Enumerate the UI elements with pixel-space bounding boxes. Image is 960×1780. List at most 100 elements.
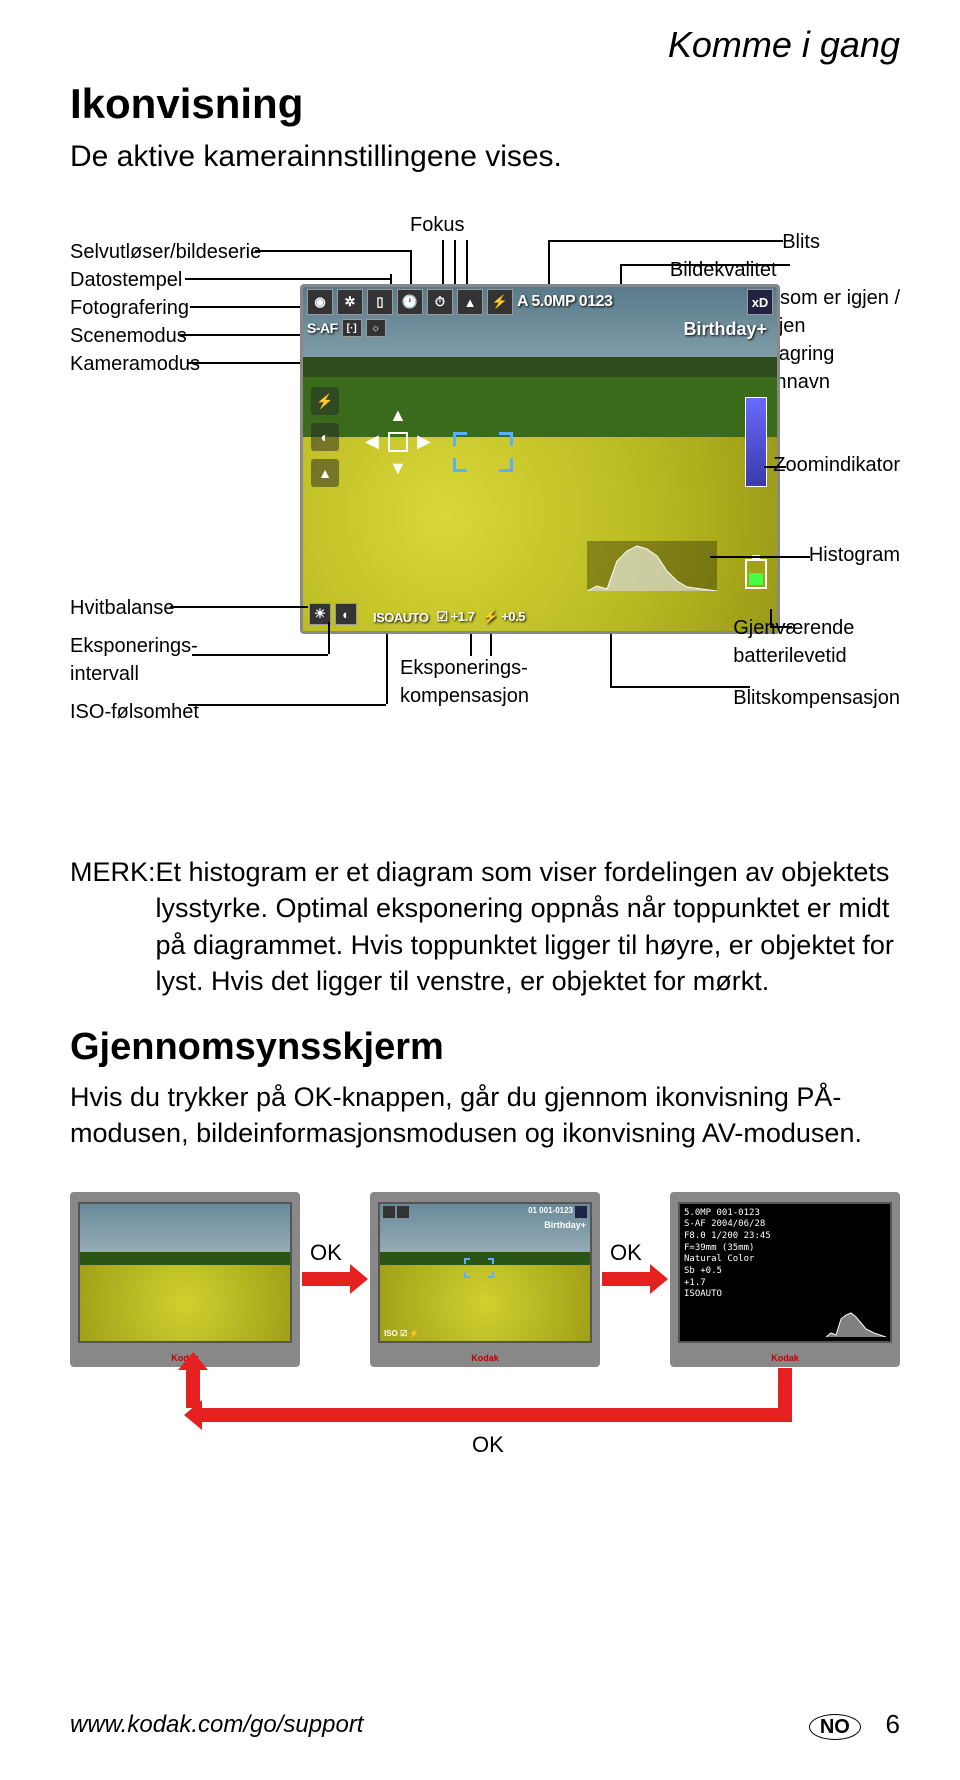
af-target	[453, 432, 513, 472]
section-header: Komme i gang	[668, 24, 900, 66]
album-name: Birthday+	[683, 319, 767, 340]
section-h2: Gjennomsynsskjerm	[70, 1026, 900, 1069]
leader	[192, 654, 328, 656]
bottom-bar: ISOAUTO ☑ +1.7 ⚡ +0.5	[373, 609, 525, 625]
screens-cycle: Kodak 01 001-0123 Birthday+ ISO ☑ ⚡ Koda…	[70, 1192, 900, 1442]
label-flashcomp: Blitskompensasjon	[733, 684, 900, 712]
saf-label: S-AF	[307, 320, 338, 336]
flash-mini-icon: ⚡	[311, 387, 339, 415]
brand-label: Kodak	[670, 1353, 900, 1363]
leader	[185, 278, 390, 280]
page-title: Ikonvisning	[70, 80, 900, 128]
leader	[255, 250, 410, 252]
scene-icon: ✲	[337, 289, 363, 315]
note-text: Et histogram er et diagram som viser for…	[156, 854, 896, 1000]
label-flash: Blits	[670, 228, 900, 256]
leader	[410, 250, 412, 286]
camera-lcd: ◉ ✲ ▯ 🕐 ⏱ ▲ ⚡ A 5.0MP 0123 xD S-AF [·] ☼…	[300, 284, 780, 634]
label-shooting: Fotografering	[70, 294, 261, 322]
leader	[188, 704, 386, 706]
label-exp-interval-a: Eksponerings-	[70, 632, 199, 660]
info-text: 5.0MP 001-0123 S-AF 2004/06/28 F8.0 1/20…	[680, 1204, 890, 1306]
label-datestamp: Datostempel	[70, 266, 261, 294]
date-icon: 🕐	[397, 289, 423, 315]
red-loop-up	[186, 1368, 200, 1408]
leader	[386, 634, 388, 704]
focus-icon: ▲	[457, 289, 483, 315]
red-loop-back	[200, 1408, 792, 1422]
red-arrow-right-1	[302, 1272, 352, 1286]
shot-icon: ▯	[367, 289, 393, 315]
lcd-top-bar: ◉ ✲ ▯ 🕐 ⏱ ▲ ⚡ A 5.0MP 0123 xD	[303, 287, 777, 317]
label-battery-a: Gjenværende	[733, 614, 900, 642]
subtitle: De aktive kamerainnstillingene vises.	[70, 140, 900, 174]
leader	[328, 622, 330, 654]
iso-label: ISOAUTO	[373, 610, 429, 625]
camera-mode-icon: ◉	[307, 289, 333, 315]
leader	[620, 264, 790, 266]
mid-left-icons: ⚡ ◐ ▲	[311, 387, 339, 487]
leader	[442, 240, 444, 286]
histogram-box	[587, 541, 717, 591]
ok-label-2: OK	[610, 1240, 642, 1266]
timer-icon: ⏱	[427, 289, 453, 315]
leader	[610, 634, 612, 686]
ok-label-3: OK	[472, 1432, 504, 1458]
label-zoom: Zoomindikator	[773, 454, 900, 477]
lcd-top-text: A 5.0MP 0123	[517, 293, 612, 311]
leader	[548, 240, 550, 286]
label-right-low: Gjenværende batterilevetid Blitskompensa…	[733, 614, 900, 712]
note-label: MERK:	[70, 854, 148, 890]
label-battery-b: batterilevetid	[733, 642, 900, 670]
leader	[470, 634, 472, 656]
label-whitebalance: Hvitbalanse	[70, 594, 199, 622]
flash-icon: ⚡	[487, 289, 513, 315]
page-footer: www.kodak.com/go/support NO 6	[70, 1709, 900, 1740]
icon-diagram: Selvutløser/bildeserie Datostempel Fotog…	[70, 214, 900, 834]
arrow-pad: ▲ ▼ ◀ ▶	[363, 407, 433, 477]
red-arrowhead-up	[178, 1352, 208, 1370]
leader	[454, 240, 456, 286]
leader	[770, 626, 792, 628]
leader	[170, 606, 308, 608]
metering-icon: ☼	[366, 319, 386, 337]
red-arrow-right-2	[602, 1272, 652, 1286]
battery-icon	[745, 559, 767, 589]
label-scenemode: Scenemodus	[70, 322, 261, 350]
leader	[764, 466, 786, 468]
label-iso: ISO-følsomhet	[70, 698, 199, 726]
exp-int-icon: ◐	[335, 603, 357, 625]
label-exp-comp: Eksponerings- kompensasjon	[400, 654, 529, 710]
section-para: Hvis du trykker på OK-knappen, går du gj…	[70, 1079, 900, 1152]
leader	[466, 240, 468, 286]
leader	[548, 240, 783, 242]
zoom-indicator	[745, 397, 767, 487]
leader	[770, 609, 772, 626]
label-quality: Bildekvalitet	[670, 256, 900, 284]
note-block: MERK: Et histogram er et diagram som vis…	[70, 854, 900, 1000]
label-left-group: Selvutløser/bildeserie Datostempel Fotog…	[70, 238, 261, 378]
af-area-icon: [·]	[342, 319, 362, 337]
screen-icons-on: 01 001-0123 Birthday+ ISO ☑ ⚡ Kodak	[370, 1192, 600, 1367]
leader	[610, 686, 750, 688]
label-focus: Fokus	[410, 214, 464, 237]
footer-url: www.kodak.com/go/support	[70, 1711, 363, 1739]
ok-label-1: OK	[310, 1240, 342, 1266]
label-cameramode: Kameramodus	[70, 350, 261, 378]
screen-info: 5.0MP 001-0123 S-AF 2004/06/28 F8.0 1/20…	[670, 1192, 900, 1367]
label-left-low: Hvitbalanse Eksponerings- intervall ISO-…	[70, 594, 199, 726]
leader	[710, 556, 810, 558]
page-number: 6	[886, 1709, 900, 1739]
scene-mini-icon: ▲	[311, 459, 339, 487]
lcd-row2: S-AF [·] ☼	[307, 319, 386, 337]
leader	[620, 264, 622, 286]
label-exp-interval-b: intervall	[70, 660, 199, 688]
leader	[490, 634, 492, 656]
bottom-left-icons: ☀ ◐	[309, 603, 357, 625]
wb-mini-icon: ◐	[311, 423, 339, 451]
label-histogram: Histogram	[809, 544, 900, 567]
brand-label: Kodak	[370, 1353, 600, 1363]
lang-badge: NO	[809, 1714, 861, 1740]
footer-right: NO 6	[809, 1709, 900, 1740]
screen-icons-off: Kodak	[70, 1192, 300, 1367]
